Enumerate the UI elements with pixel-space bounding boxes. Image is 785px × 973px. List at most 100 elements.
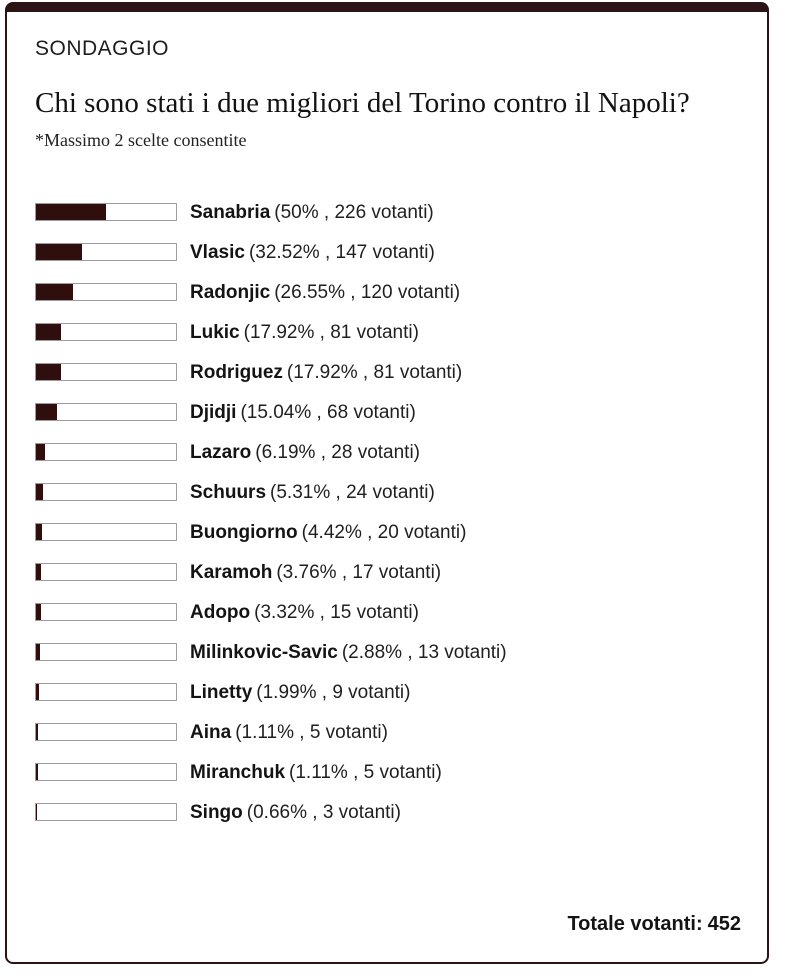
poll-option-row: Aina (1.11% , 5 votanti)	[35, 712, 741, 752]
poll-question: Chi sono stati i due migliori del Torino…	[35, 87, 690, 120]
poll-option-row: Adopo (3.32% , 15 votanti)	[35, 592, 741, 632]
option-name: Adopo	[190, 601, 251, 623]
option-label: Buongiorno (4.42% , 20 votanti)	[190, 523, 466, 542]
poll-option-row: Djidji (15.04% , 68 votanti)	[35, 392, 741, 432]
poll-option-row: Sanabria (50% , 226 votanti)	[35, 192, 741, 232]
option-name: Miranchuk	[190, 761, 286, 783]
option-bar	[35, 203, 177, 222]
option-stats: (15.04% , 68 votanti)	[240, 401, 416, 423]
poll-option-row: Milinkovic-Savic (2.88% , 13 votanti)	[35, 632, 741, 672]
option-name: Lukic	[190, 321, 240, 343]
poll-option-row: Radonjic (26.55% , 120 votanti)	[35, 272, 741, 312]
option-stats: (32.52% , 147 votanti)	[248, 241, 435, 263]
option-name: Lazaro	[190, 441, 252, 463]
option-bar-fill	[36, 484, 44, 501]
option-bar	[35, 283, 177, 302]
option-name: Linetty	[190, 681, 253, 703]
option-name: Milinkovic-Savic	[190, 641, 338, 663]
poll-option-row: Singo (0.66% , 3 votanti)	[35, 792, 741, 832]
poll-option-row: Karamoh (3.76% , 17 votanti)	[35, 552, 741, 592]
poll-option-row: Lazaro (6.19% , 28 votanti)	[35, 432, 741, 472]
option-name: Vlasic	[190, 241, 245, 263]
option-bar	[35, 563, 177, 582]
option-bar-fill	[36, 364, 62, 381]
option-bar	[35, 523, 177, 542]
option-bar	[35, 723, 177, 742]
option-bar-fill	[36, 724, 38, 741]
poll-option-row: Linetty (1.99% , 9 votanti)	[35, 672, 741, 712]
option-stats: (4.42% , 20 votanti)	[301, 521, 467, 543]
option-stats: (26.55% , 120 votanti)	[274, 281, 461, 303]
option-bar-fill	[36, 324, 62, 341]
option-stats: (1.11% , 5 votanti)	[289, 761, 442, 783]
option-name: Djidji	[190, 401, 237, 423]
option-bar-fill	[36, 404, 58, 421]
option-bar-fill	[36, 644, 41, 661]
option-bar	[35, 803, 177, 822]
option-stats: (1.99% , 9 votanti)	[256, 681, 411, 703]
option-label: Linetty (1.99% , 9 votanti)	[190, 683, 410, 702]
option-bar	[35, 603, 177, 622]
option-bar	[35, 243, 177, 262]
option-bar-fill	[36, 524, 43, 541]
option-bar-fill	[36, 604, 41, 621]
option-bar-fill	[36, 204, 106, 221]
option-stats: (17.92% , 81 votanti)	[243, 321, 419, 343]
option-label: Vlasic (32.52% , 147 votanti)	[190, 243, 435, 262]
poll-options-list: Sanabria (50% , 226 votanti) Vlasic (32.52%…	[35, 192, 741, 832]
option-name: Schuurs	[190, 481, 267, 503]
poll-total: Totale votanti: 452	[567, 913, 741, 936]
option-name: Rodriguez	[190, 361, 283, 383]
option-label: Adopo (3.32% , 15 votanti)	[190, 603, 419, 622]
option-label: Singo (0.66% , 3 votanti)	[190, 803, 401, 822]
option-stats: (17.92% , 81 votanti)	[286, 361, 463, 383]
option-name: Karamoh	[190, 561, 273, 583]
option-bar-fill	[36, 684, 39, 701]
option-bar	[35, 483, 177, 502]
option-bar-fill	[36, 244, 82, 261]
option-label: Sanabria (50% , 226 votanti)	[190, 203, 434, 222]
option-bar	[35, 643, 177, 662]
option-name: Aina	[190, 721, 232, 743]
poll-option-row: Miranchuk (1.11% , 5 votanti)	[35, 752, 741, 792]
option-name: Buongiorno	[190, 521, 298, 543]
option-label: Lazaro (6.19% , 28 votanti)	[190, 443, 420, 462]
option-label: Schuurs (5.31% , 24 votanti)	[190, 483, 435, 502]
poll-subtitle: *Massimo 2 scelte consentite	[35, 129, 247, 150]
poll-option-row: Lukic (17.92% , 81 votanti)	[35, 312, 741, 352]
option-name: Sanabria	[190, 201, 271, 223]
option-stats: (5.31% , 24 votanti)	[270, 481, 435, 503]
option-label: Djidji (15.04% , 68 votanti)	[190, 403, 416, 422]
option-label: Aina (1.11% , 5 votanti)	[190, 723, 388, 742]
option-stats: (1.11% , 5 votanti)	[235, 721, 388, 743]
option-bar	[35, 403, 177, 422]
option-name: Singo	[190, 801, 243, 823]
option-bar	[35, 443, 177, 462]
poll-kicker: SONDAGGIO	[35, 37, 170, 60]
option-label: Rodriguez (17.92% , 81 votanti)	[190, 363, 462, 382]
poll-card: SONDAGGIO Chi sono stati i due migliori …	[5, 2, 769, 964]
option-name: Radonjic	[190, 281, 271, 303]
option-bar	[35, 763, 177, 782]
option-stats: (6.19% , 28 votanti)	[255, 441, 421, 463]
option-label: Radonjic (26.55% , 120 votanti)	[190, 283, 460, 302]
option-bar-fill	[36, 804, 37, 821]
option-label: Lukic (17.92% , 81 votanti)	[190, 323, 419, 342]
option-bar-fill	[36, 764, 38, 781]
option-bar-fill	[36, 284, 74, 301]
option-stats: (3.32% , 15 votanti)	[254, 601, 419, 623]
option-stats: (3.76% , 17 votanti)	[276, 561, 442, 583]
option-bar-fill	[36, 564, 42, 581]
option-stats: (50% , 226 votanti)	[274, 201, 434, 223]
poll-option-row: Rodriguez (17.92% , 81 votanti)	[35, 352, 741, 392]
option-label: Karamoh (3.76% , 17 votanti)	[190, 563, 441, 582]
poll-option-row: Schuurs (5.31% , 24 votanti)	[35, 472, 741, 512]
option-bar	[35, 323, 177, 342]
option-stats: (0.66% , 3 votanti)	[246, 801, 401, 823]
poll-total-value: 452	[707, 913, 741, 935]
option-label: Miranchuk (1.11% , 5 votanti)	[190, 763, 442, 782]
option-label: Milinkovic-Savic (2.88% , 13 votanti)	[190, 643, 507, 662]
poll-option-row: Vlasic (32.52% , 147 votanti)	[35, 232, 741, 272]
option-bar-fill	[36, 444, 45, 461]
